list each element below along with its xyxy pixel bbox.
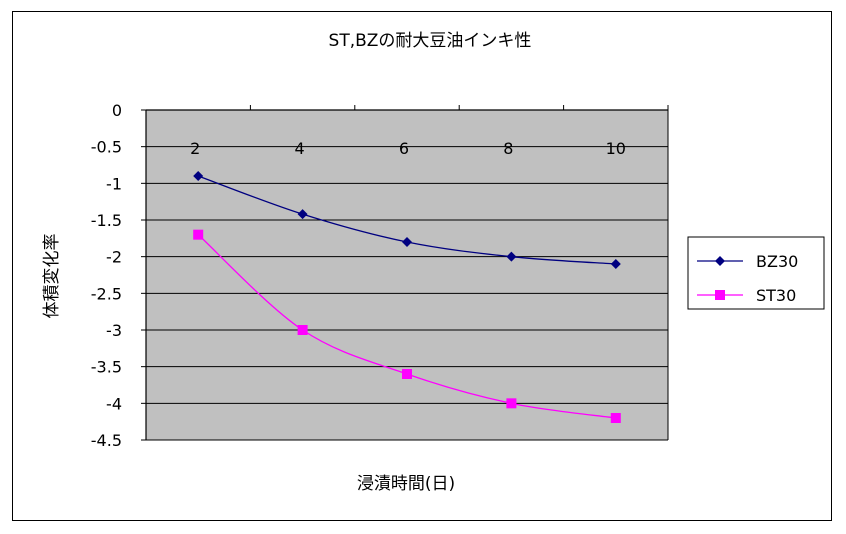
legend: BZ30 ST30 — [687, 236, 825, 310]
data-point-st30 — [610, 413, 621, 423]
y-tick-label: -3.5 — [91, 358, 122, 377]
legend-marker-bz30 — [715, 256, 725, 266]
y-axis-label: 体積変化率 — [42, 234, 62, 319]
chart-title: ST,BZの耐大豆油インキ性 — [329, 31, 532, 51]
y-tick-label: -2.5 — [91, 284, 122, 303]
y-tick-label: -2 — [106, 248, 122, 267]
plot-background — [146, 110, 668, 440]
data-point-bz30 — [193, 171, 204, 181]
data-point-bz30 — [610, 259, 621, 269]
x-axis-label: 浸漬時間(日) — [357, 474, 455, 494]
x-tick-label: 10 — [606, 139, 626, 158]
x-tick-label: 6 — [399, 139, 409, 158]
legend-marker-st30 — [715, 290, 725, 300]
y-tick-label: -0.5 — [91, 138, 122, 157]
legend-label-bz30: BZ30 — [756, 252, 798, 271]
legend-box — [687, 236, 825, 310]
data-point-st30 — [297, 325, 308, 335]
plot-area: 0 -0.5 -1 -1.5 -2 -2.5 -3 -3.5 -4 -4.5 2 4 6 8 10 — [91, 101, 669, 450]
y-tick-label: -4.5 — [91, 431, 122, 450]
data-point-bz30 — [402, 237, 412, 247]
data-point-st30 — [506, 398, 517, 409]
data-point-bz30 — [506, 251, 517, 262]
data-point-st30 — [193, 229, 204, 240]
y-tick-label: 0 — [112, 101, 122, 120]
x-tick-label: 8 — [503, 139, 513, 158]
data-point-st30 — [402, 369, 412, 379]
y-tick-label: -1 — [106, 174, 122, 193]
x-tick-label: 2 — [190, 139, 200, 158]
y-tick-label: -4 — [106, 394, 122, 413]
x-tick-label: 4 — [295, 139, 305, 158]
y-tick-label: -1.5 — [91, 211, 122, 230]
data-point-bz30 — [297, 209, 308, 220]
y-tick-label: -3 — [106, 321, 122, 340]
legend-label-st30: ST30 — [756, 286, 796, 305]
